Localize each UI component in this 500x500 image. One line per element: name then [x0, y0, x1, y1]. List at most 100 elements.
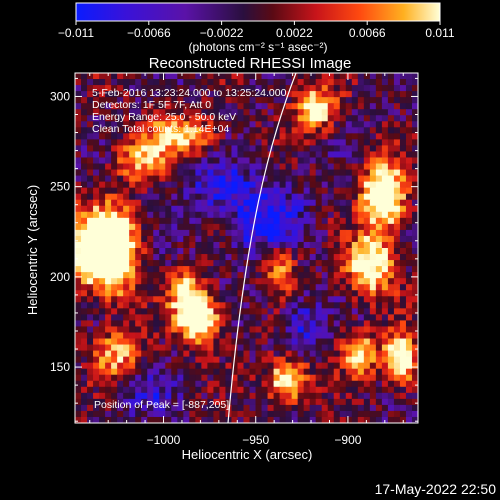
heatmap-pixel	[99, 338, 106, 346]
heatmap-pixel	[333, 223, 341, 231]
heatmap-pixel	[225, 398, 232, 406]
heatmap-pixel	[165, 145, 172, 152]
heatmap-pixel	[111, 169, 118, 177]
heatmap-pixel	[87, 103, 94, 110]
heatmap-pixel	[93, 241, 100, 249]
heatmap-pixel	[249, 109, 257, 116]
heatmap-pixel	[273, 211, 281, 219]
heatmap-pixel	[105, 235, 112, 243]
heatmap-pixel	[147, 416, 154, 423]
heatmap-pixel	[225, 296, 232, 303]
heatmap-pixel	[399, 175, 407, 183]
heatmap-pixel	[207, 193, 214, 201]
heatmap-pixel	[165, 296, 172, 303]
heatmap-pixel	[327, 338, 335, 346]
heatmap-pixel	[111, 211, 118, 219]
heatmap-pixel	[393, 229, 401, 237]
heatmap-pixel	[255, 235, 263, 243]
heatmap-pixel	[321, 193, 329, 201]
heatmap-pixel	[393, 217, 401, 225]
heatmap-pixel	[201, 392, 208, 400]
heatmap-pixel	[195, 229, 202, 237]
heatmap-pixel	[309, 326, 317, 333]
heatmap-pixel	[243, 272, 251, 279]
heatmap-pixel	[93, 272, 100, 279]
heatmap-pixel	[375, 133, 383, 140]
heatmap-pixel	[315, 380, 323, 388]
heatmap-pixel	[405, 410, 413, 418]
heatmap-pixel	[177, 157, 184, 165]
heatmap-pixel	[189, 211, 196, 219]
heatmap-pixel	[171, 217, 178, 225]
heatmap-pixel	[93, 398, 100, 406]
heatmap-pixel	[405, 193, 413, 201]
heatmap-pixel	[279, 266, 287, 273]
heatmap-pixel	[357, 187, 365, 195]
heatmap-pixel	[345, 296, 353, 303]
heatmap-pixel	[297, 133, 305, 140]
heatmap-pixel	[141, 193, 148, 201]
heatmap-pixel	[231, 139, 238, 146]
heatmap-pixel	[81, 266, 88, 273]
heatmap-pixel	[387, 380, 395, 388]
heatmap-pixel	[213, 73, 220, 80]
heatmap-pixel	[189, 338, 196, 346]
heatmap-pixel	[81, 326, 88, 333]
heatmap-pixel	[195, 326, 202, 333]
heatmap-pixel	[363, 416, 371, 423]
heatmap-pixel	[111, 272, 118, 279]
heatmap-pixel	[87, 121, 94, 128]
heatmap-pixel	[105, 241, 112, 249]
heatmap-pixel	[339, 205, 347, 213]
heatmap-pixel	[141, 398, 148, 406]
heatmap-pixel	[159, 181, 166, 189]
heatmap-pixel	[261, 260, 269, 267]
heatmap-pixel	[273, 254, 281, 261]
heatmap-pixel	[117, 115, 124, 122]
heatmap-pixel	[183, 151, 190, 158]
heatmap-pixel	[291, 326, 299, 333]
heatmap-pixel	[309, 320, 317, 327]
heatmap-pixel	[393, 350, 401, 358]
heatmap-pixel	[357, 314, 365, 321]
heatmap-pixel	[225, 272, 232, 279]
heatmap-pixel	[153, 145, 160, 152]
heatmap-pixel	[315, 284, 323, 291]
heatmap-pixel	[387, 302, 395, 309]
heatmap-pixel	[117, 205, 124, 213]
heatmap-pixel	[93, 151, 100, 158]
heatmap-pixel	[177, 344, 184, 352]
heatmap-pixel	[243, 392, 251, 400]
heatmap-pixel	[297, 157, 305, 165]
heatmap-pixel	[231, 115, 238, 122]
heatmap-pixel	[261, 109, 269, 116]
heatmap-pixel	[129, 211, 136, 219]
heatmap-pixel	[351, 404, 359, 412]
heatmap-pixel	[195, 338, 202, 346]
heatmap-pixel	[297, 380, 305, 388]
heatmap-pixel	[225, 121, 232, 128]
heatmap-pixel	[159, 314, 166, 321]
heatmap-pixel	[105, 163, 112, 171]
heatmap-pixel	[333, 157, 341, 165]
heatmap-pixel	[165, 235, 172, 243]
heatmap-pixel	[267, 344, 275, 352]
heatmap-pixel	[183, 326, 190, 333]
heatmap-pixel	[111, 308, 118, 315]
heatmap-pixel	[99, 151, 106, 158]
heatmap-pixel	[105, 181, 112, 189]
heatmap-pixel	[237, 133, 244, 140]
heatmap-pixel	[393, 85, 401, 92]
heatmap-pixel	[75, 133, 82, 140]
heatmap-pixel	[411, 410, 418, 418]
heatmap-pixel	[345, 374, 353, 382]
heatmap-pixel	[261, 308, 269, 315]
heatmap-pixel	[159, 205, 166, 213]
heatmap-pixel	[117, 235, 124, 243]
heatmap-pixel	[387, 163, 395, 171]
heatmap-pixel	[81, 157, 88, 165]
heatmap-pixel	[321, 314, 329, 321]
heatmap-pixel	[261, 217, 269, 225]
heatmap-pixel	[381, 193, 389, 201]
heatmap-pixel	[135, 392, 142, 400]
